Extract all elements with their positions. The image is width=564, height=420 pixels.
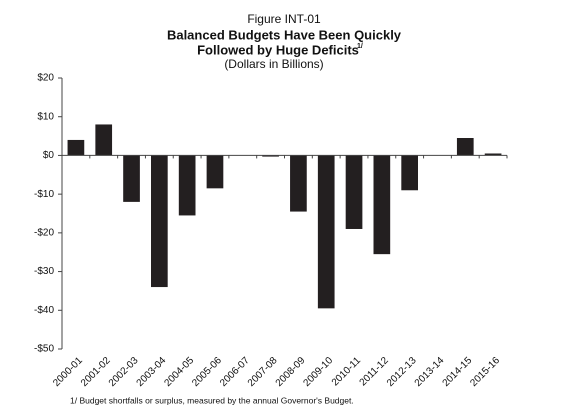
bar — [67, 139, 85, 156]
x-tick-label: 2015-16 — [468, 355, 502, 389]
x-tick-label: 2005-06 — [190, 355, 224, 389]
bar — [290, 155, 307, 212]
bar — [206, 155, 224, 189]
x-tick-label: 2006-07 — [218, 355, 252, 389]
x-tick-label: 2012-13 — [385, 355, 419, 389]
bar — [178, 155, 196, 216]
footnote: 1/ Budget shortfalls or surplus, measure… — [70, 395, 354, 405]
chart-title: Followed by Huge Deficits — [197, 42, 359, 57]
bar — [317, 155, 335, 309]
x-tick-label: 2004-05 — [162, 355, 196, 389]
y-tick-label: -$10 — [34, 189, 54, 200]
x-tick-label: 2003-04 — [135, 355, 169, 389]
bar — [262, 155, 279, 157]
x-tick-label: 2002-03 — [107, 355, 141, 389]
bar — [373, 155, 391, 255]
y-tick-label: $0 — [43, 150, 55, 161]
y-tick-label: -$20 — [34, 227, 54, 238]
x-tick-label: 2014-15 — [441, 355, 475, 389]
bar — [95, 124, 113, 156]
bar — [345, 155, 363, 229]
x-tick-label: 2013-14 — [413, 355, 447, 389]
bar — [123, 155, 140, 202]
x-tick-label: 2010-11 — [330, 355, 364, 389]
bar — [456, 138, 474, 156]
chart-title: Balanced Budgets Have Been Quickly — [167, 27, 402, 42]
x-tick-label: 2000-01 — [51, 355, 85, 389]
figure-label: Figure INT-01 — [247, 12, 321, 26]
bar — [151, 155, 168, 288]
y-tick-label: -$30 — [34, 266, 54, 277]
x-tick-label: 2009-10 — [301, 355, 335, 389]
bar — [484, 153, 502, 156]
x-tick-label: 2007-08 — [246, 355, 280, 389]
y-tick-label: $20 — [37, 73, 54, 84]
chart-subtitle: (Dollars in Billions) — [224, 57, 323, 71]
bar — [401, 155, 418, 191]
x-tick-label: 2001-02 — [79, 355, 113, 389]
y-tick-label: -$50 — [34, 344, 54, 355]
y-tick-label: $10 — [37, 111, 54, 122]
x-tick-label: 2008-09 — [274, 355, 308, 389]
y-tick-label: -$40 — [34, 305, 54, 316]
title-footnote-mark: 1/ — [357, 43, 363, 50]
